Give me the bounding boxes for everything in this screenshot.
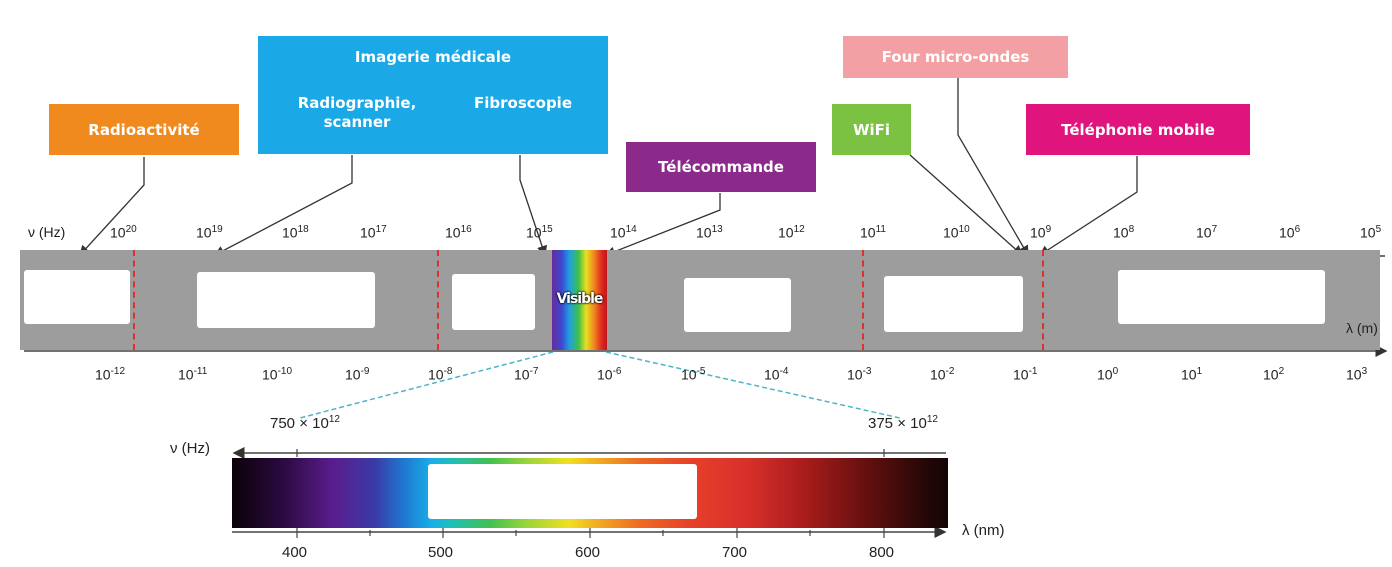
zoom-freq-left: 750 × 1012 (270, 414, 340, 432)
zoom-wavelength-tick-label: 700 (722, 544, 748, 561)
telecommande-label: Télécommande (658, 158, 784, 176)
four-leader (957, 78, 1029, 257)
zoom-wavelength-tick-label: 400 (282, 544, 308, 561)
fibroscopie-leader (519, 155, 548, 257)
separator-x-uv (437, 250, 439, 350)
blank-label-infrared (684, 278, 791, 332)
frequency-tick-label: 108 (1113, 224, 1135, 241)
radioactivite-leader (79, 157, 145, 256)
zoom-wavelength-label: λ (nm) (962, 522, 1005, 539)
wavelength-tick-label: 10-5 (681, 366, 706, 383)
wavelength-tick-label: 10-1 (1013, 366, 1038, 383)
separator-gamma-x (133, 250, 135, 350)
blank-label-uv (452, 274, 535, 330)
zoom-connector-right (605, 351, 901, 419)
frequency-tick-label: 1015 (526, 224, 553, 241)
frequency-tick-label: 1017 (360, 224, 387, 241)
blank-label-radio (1118, 270, 1325, 324)
radioactivite-label: Radioactivité (88, 120, 200, 139)
zoom-wavelength-tick-label: 600 (575, 544, 601, 561)
zoom-wavelength-tick-label: 500 (428, 544, 454, 561)
frequency-tick-label: 1011 (860, 224, 886, 241)
frequency-tick-label: 1012 (778, 224, 805, 241)
wavelength-tick-label: 10-2 (930, 366, 955, 383)
frequency-tick-label: 1014 (610, 224, 637, 241)
telecommande-box: Télécommande (626, 142, 816, 192)
separator-micro-radio (1042, 250, 1044, 350)
frequency-tick-label: 105 (1360, 224, 1382, 241)
wavelength-tick-label: 102 (1263, 366, 1285, 383)
zoom-frequency-label: ν (Hz) (170, 440, 210, 457)
wavelength-tick-label: 10-7 (514, 366, 539, 383)
telephonie-label: Téléphonie mobile (1061, 120, 1215, 139)
frequency-tick-label: 107 (1196, 224, 1218, 241)
frequency-tick-label: 109 (1030, 224, 1052, 241)
zoom-connector-left (299, 351, 554, 419)
telephonie-mobile-box: Téléphonie mobile (1026, 104, 1250, 155)
telephonie-leader (1038, 156, 1138, 256)
radioactivite-box: Radioactivité (49, 104, 239, 155)
frequency-tick-label: 1013 (696, 224, 723, 241)
four-label: Four micro-ondes (881, 48, 1030, 66)
frequency-tick-label: 106 (1279, 224, 1301, 241)
blank-label-gamma (24, 270, 130, 324)
wavelength-tick-label: 10-3 (847, 366, 872, 383)
radiographie-label: Radiographie, scanner (297, 94, 417, 131)
imagerie-title: Imagerie médicale (354, 48, 512, 66)
wavelength-tick-label: 100 (1097, 366, 1119, 383)
four-micro-ondes-box: Four micro-ondes (843, 36, 1068, 78)
zoom-freq-right: 375 × 1012 (868, 414, 938, 432)
wavelength-tick-label: 10-12 (95, 366, 126, 383)
wavelength-tick-label: 10-11 (178, 366, 208, 383)
blank-label-xray (197, 272, 375, 328)
wavelength-tick-label: 101 (1181, 366, 1203, 383)
visible-band (552, 250, 607, 350)
fibroscopie-label: Fibroscopie (473, 94, 572, 112)
wavelength-tick-label: 10-8 (428, 366, 453, 383)
frequency-tick-label: 1020 (110, 224, 137, 241)
wifi-label: WiFi (852, 120, 891, 139)
frequency-axis-label: ν (Hz) (28, 224, 66, 240)
blank-label-microwave (884, 276, 1023, 332)
frequency-tick-label: 1019 (196, 224, 223, 241)
wavelength-tick-label: 10-6 (597, 366, 622, 383)
separator-ir-micro (862, 250, 864, 350)
wavelength-tick-label: 10-9 (345, 366, 370, 383)
frequency-tick-label: 1016 (445, 224, 472, 241)
wavelength-axis-label: λ (m) (1346, 320, 1378, 336)
blank-label-visible (428, 464, 697, 519)
wavelength-tick-label: 10-10 (262, 366, 293, 383)
imagerie-medicale-box: Imagerie médicale Radiographie, scanner … (258, 36, 608, 154)
radiographie-leader (213, 155, 353, 256)
frequency-tick-label: 1018 (282, 224, 309, 241)
frequency-tick-label: 1010 (943, 224, 970, 241)
wifi-box: WiFi (832, 104, 911, 155)
telecommande-leader (604, 193, 721, 257)
wavelength-tick-label: 10-4 (764, 366, 789, 383)
visible-label: Visible (556, 291, 604, 307)
zoom-ticks (296, 449, 885, 538)
wavelength-tick-label: 103 (1346, 366, 1368, 383)
zoom-wavelength-tick-label: 800 (869, 544, 895, 561)
wifi-leader (909, 154, 1023, 256)
